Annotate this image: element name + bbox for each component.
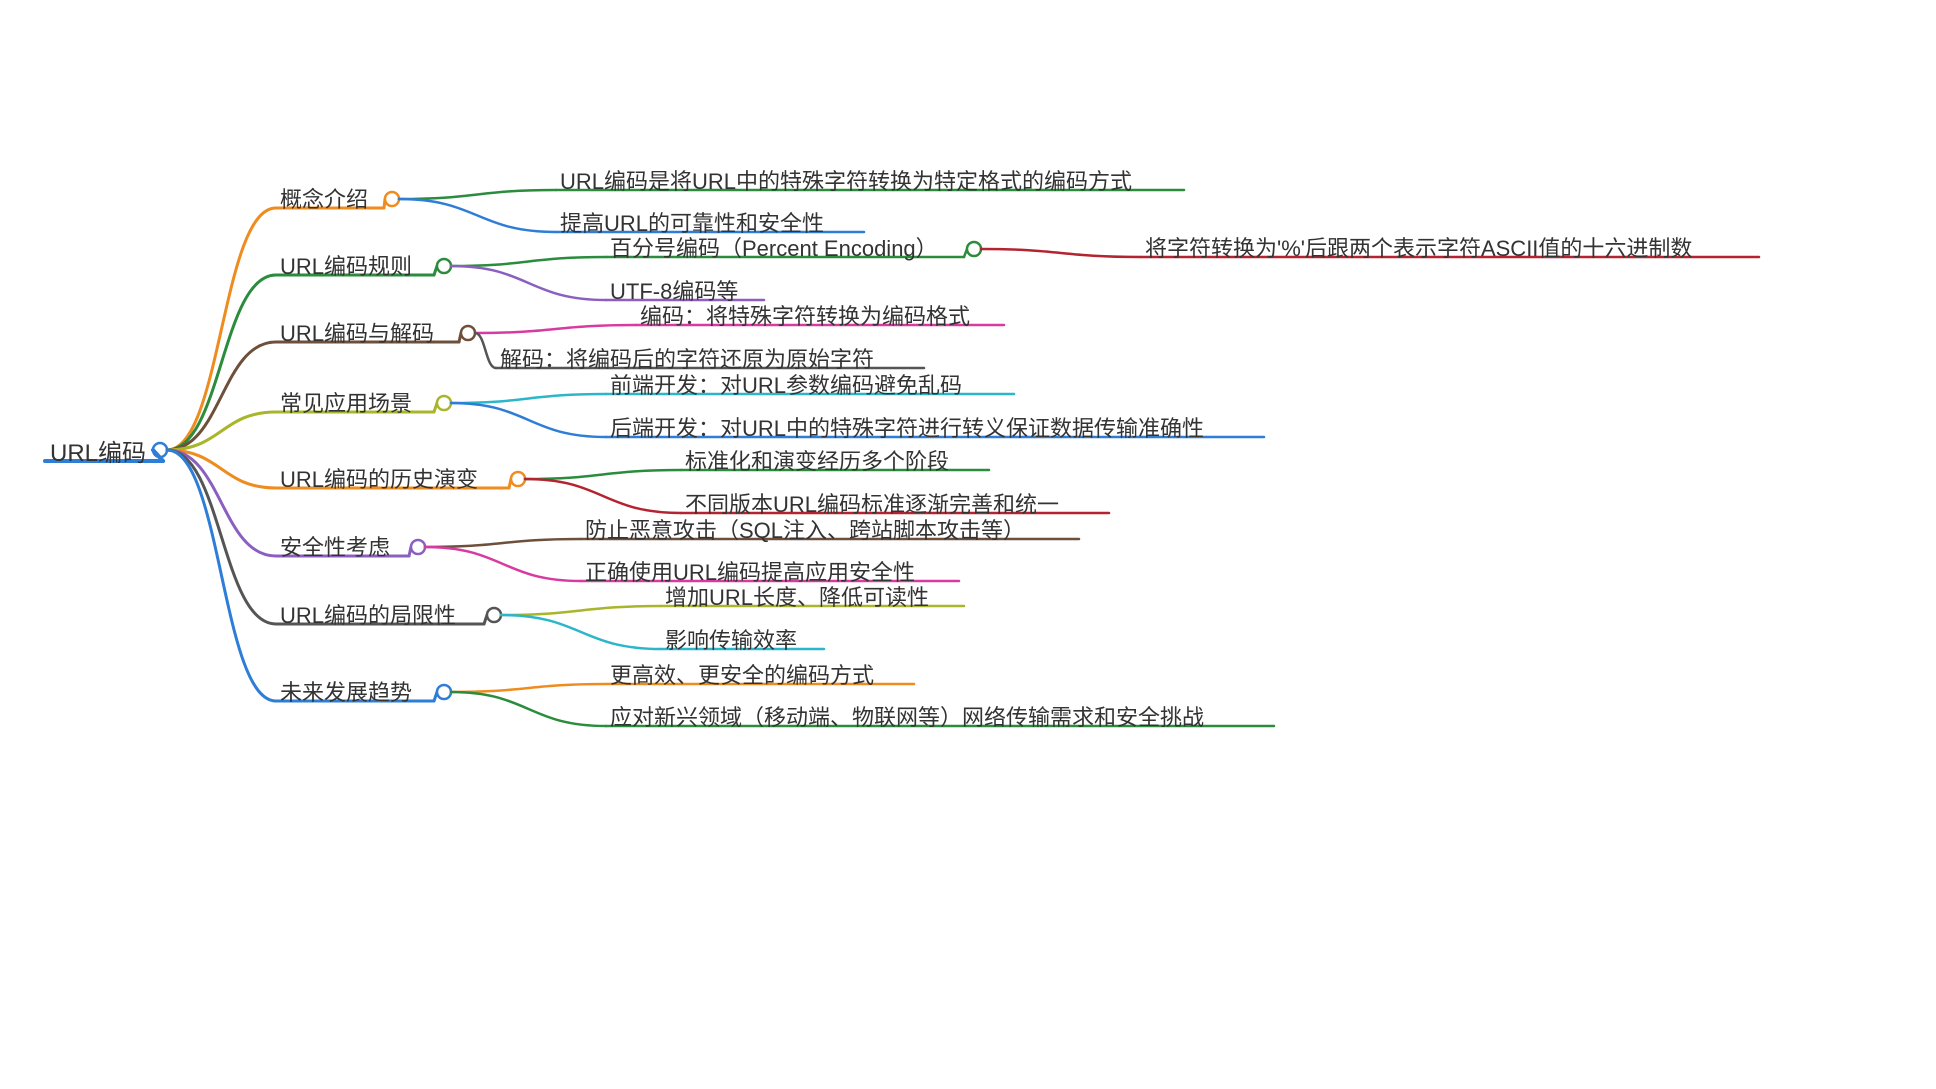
edge-branch-to-leaf: [501, 615, 661, 649]
edge-branch-to-leaf: [451, 403, 606, 437]
leaf-label: 更高效、更安全的编码方式: [610, 658, 874, 690]
leaf-label: 前端开发：对URL参数编码避免乱码: [610, 368, 962, 400]
leaf-label: 应对新兴领域（移动端、物联网等）网络传输需求和安全挑战: [610, 700, 1204, 732]
branch-label: 常见应用场景: [280, 386, 412, 418]
edge-branch-to-leaf: [451, 394, 606, 403]
leaf-node: [967, 242, 981, 256]
edge-branch-to-leaf: [425, 539, 581, 547]
branch-node: [487, 608, 501, 622]
branch-label: URL编码规则: [280, 249, 412, 281]
leaf-label: 后端开发：对URL中的特殊字符进行转义保证数据传输准确性: [610, 411, 1204, 443]
edge-branch-to-leaf: [525, 479, 681, 513]
leaf-label: 影响传输效率: [665, 623, 797, 655]
root-label: URL编码: [50, 433, 146, 468]
leaf-label: 增加URL长度、降低可读性: [665, 580, 929, 612]
leaf-label: 百分号编码（Percent Encoding）: [610, 231, 938, 263]
edge-branch-to-leaf: [451, 692, 606, 726]
branch-node: [411, 540, 425, 554]
branch-node: [437, 685, 451, 699]
edge-branch-to-leaf: [399, 199, 556, 232]
edge-branch-to-leaf: [475, 325, 636, 333]
leaf-label: 标准化和演变经历多个阶段: [685, 444, 949, 476]
edge-branch-to-leaf: [451, 266, 606, 300]
branch-label: URL编码与解码: [280, 316, 434, 348]
edge-leaf-to-subleaf: [981, 249, 1141, 257]
leaf-label: URL编码是将URL中的特殊字符转换为特定格式的编码方式: [560, 164, 1132, 196]
branch-node: [437, 259, 451, 273]
branch-node: [511, 472, 525, 486]
branch-label: 安全性考虑: [280, 530, 390, 562]
leaf-label: 编码：将特殊字符转换为编码格式: [640, 299, 970, 331]
edge-branch-to-leaf: [475, 333, 496, 368]
edge-branch-to-leaf: [425, 547, 581, 581]
edge-branch-to-leaf: [399, 190, 556, 199]
edge-branch-to-leaf: [451, 257, 606, 266]
branch-label: 概念介绍: [280, 182, 368, 214]
subleaf-label: 将字符转换为'%'后跟两个表示字符ASCII值的十六进制数: [1145, 231, 1692, 263]
edge-root-to-branch: [167, 450, 276, 624]
edge-branch-to-leaf: [525, 470, 681, 479]
branch-label: URL编码的局限性: [280, 598, 456, 630]
edge-root-to-branch: [167, 275, 276, 450]
branch-node: [385, 192, 399, 206]
edge-branch-to-leaf: [501, 606, 661, 615]
branch-label: URL编码的历史演变: [280, 462, 478, 494]
edge-branch-to-leaf: [451, 684, 606, 692]
branch-node: [437, 396, 451, 410]
branch-node: [461, 326, 475, 340]
leaf-label: 防止恶意攻击（SQL注入、跨站脚本攻击等）: [585, 513, 1025, 545]
branch-label: 未来发展趋势: [280, 675, 412, 707]
